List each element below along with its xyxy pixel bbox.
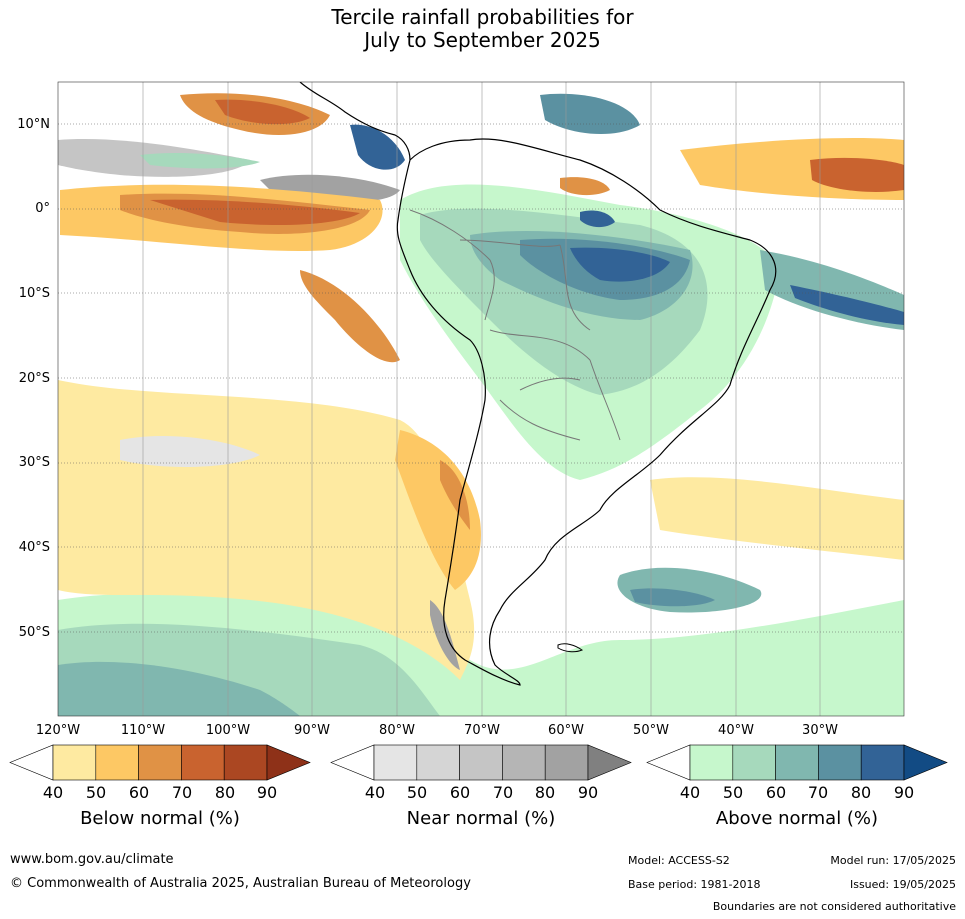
above-tick-90: 90 — [893, 783, 915, 802]
lat-label-50s: 50°S — [18, 625, 50, 640]
lon-label-30w: 30°W — [802, 723, 838, 738]
above-tick-60: 60 — [765, 783, 787, 802]
below-normal-region-eastatlantic-80 — [810, 157, 904, 192]
below-normal-region-centralamerica-80 — [215, 99, 310, 125]
near-tick-90: 90 — [577, 783, 599, 802]
lat-label-10n: 10°N — [17, 117, 50, 132]
below-tick-90: 90 — [256, 783, 278, 802]
map-meridians — [142, 82, 821, 716]
below-tick-70: 70 — [171, 783, 193, 802]
below-normal-colorbar-low-extension — [9, 744, 54, 781]
lon-label-120w: 120°W — [35, 723, 81, 738]
website-link[interactable]: www.bom.gov.au/climate — [10, 852, 174, 867]
below-normal-region-venezuela — [560, 177, 610, 196]
below-tick-60: 60 — [128, 783, 150, 802]
lon-label-50w: 50°W — [633, 723, 669, 738]
model-text: Model: ACCESS-S2 — [628, 854, 730, 867]
near-normal-region-pacific-mid — [120, 435, 260, 467]
above-normal-colorbar-low-extension — [646, 744, 691, 781]
below-normal-region-chile — [395, 430, 481, 590]
below-tick-50: 50 — [85, 783, 107, 802]
above-normal-region-guyana — [580, 210, 615, 228]
above-tick-50: 50 — [722, 783, 744, 802]
near-normal-colorbar-segment — [459, 744, 503, 781]
lon-label-40w: 40°W — [718, 723, 754, 738]
near-normal-colorbar-segment — [373, 744, 418, 781]
issued-text: Issued: 19/05/2025 — [849, 878, 956, 891]
near-tick-40: 40 — [364, 783, 386, 802]
above-normal-region-centralpacific — [140, 152, 260, 169]
lat-label-20s: 20°S — [18, 371, 50, 386]
above-normal-colorbar-high-extension — [903, 744, 948, 781]
lat-label-10s: 10°S — [18, 286, 50, 301]
near-normal-colorbar-title: Near normal (%) — [406, 808, 556, 829]
map-frame — [57, 81, 905, 717]
below-tick-80: 80 — [214, 783, 236, 802]
below-normal-colorbar-segment — [95, 744, 139, 781]
above-tick-70: 70 — [807, 783, 829, 802]
lat-label-40s: 40°S — [18, 540, 50, 555]
near-normal-colorbar-low-extension — [330, 744, 375, 781]
lon-label-90w: 90°W — [294, 723, 330, 738]
above-normal-region-panama — [350, 124, 405, 170]
lon-label-60w: 60°W — [548, 723, 584, 738]
below-normal-colorbar-high-extension — [266, 744, 311, 781]
above-tick-40: 40 — [679, 783, 701, 802]
above-normal-region-tropicalatlantic-90 — [790, 285, 904, 325]
below-normal-region-chile-70 — [440, 460, 470, 530]
below-normal-colorbar-segment — [223, 744, 268, 781]
above-normal-colorbar-title: Above normal (%) — [715, 808, 879, 829]
below-tick-40: 40 — [42, 783, 64, 802]
above-normal-colorbar-segment — [732, 744, 776, 781]
model-run-text: Model run: 17/05/2025 — [830, 854, 956, 867]
below-normal-colorbar-segment — [138, 744, 182, 781]
copyright-text: © Commonwealth of Australia 2025, Austra… — [10, 876, 471, 891]
near-tick-80: 80 — [534, 783, 556, 802]
lat-label-0: 0° — [35, 201, 50, 216]
near-tick-60: 60 — [449, 783, 471, 802]
near-tick-70: 70 — [492, 783, 514, 802]
near-normal-colorbar-segment — [416, 744, 460, 781]
south-america-borders — [409, 209, 621, 441]
lon-label-100w: 100°W — [205, 723, 251, 738]
above-normal-colorbar-segment — [775, 744, 819, 781]
above-normal-colorbar-segment — [818, 744, 862, 781]
below-normal-colorbar-segment — [52, 744, 97, 781]
lon-label-110w: 110°W — [120, 723, 166, 738]
near-normal-region-patagonia — [430, 600, 460, 670]
above-normal-colorbar-segment — [860, 744, 905, 781]
map-panel — [58, 82, 904, 716]
lon-label-80w: 80°W — [379, 723, 415, 738]
above-normal-region-south-70 — [58, 661, 300, 716]
base-period-text: Base period: 1981-2018 — [628, 878, 761, 891]
below-normal-region-southatlantic — [650, 477, 904, 560]
map-gridlines — [58, 123, 904, 633]
near-normal-colorbar-segment — [502, 744, 546, 781]
near-tick-50: 50 — [406, 783, 428, 802]
central-america-coastline — [299, 82, 411, 161]
near-normal-colorbar-high-extension — [587, 744, 632, 781]
lat-label-30s: 30°S — [18, 455, 50, 470]
above-normal-colorbar-segment — [689, 744, 734, 781]
near-normal-colorbar-segment — [544, 744, 589, 781]
disclaimer-text: Boundaries are not considered authoritat… — [712, 900, 956, 913]
lon-label-70w: 70°W — [464, 723, 500, 738]
map-title-line2: July to September 2025 — [364, 28, 601, 52]
above-normal-region-amazon-90 — [570, 247, 670, 282]
falkland-islands — [557, 643, 584, 653]
above-tick-80: 80 — [850, 783, 872, 802]
colorbars — [9, 744, 948, 781]
below-normal-region-equatorial-80 — [150, 199, 360, 225]
map-title-line1: Tercile rainfall probabilities for — [331, 5, 634, 29]
south-america-coastline — [396, 138, 777, 686]
below-normal-colorbar-title: Below normal (%) — [80, 808, 240, 829]
below-normal-colorbar-segment — [181, 744, 225, 781]
